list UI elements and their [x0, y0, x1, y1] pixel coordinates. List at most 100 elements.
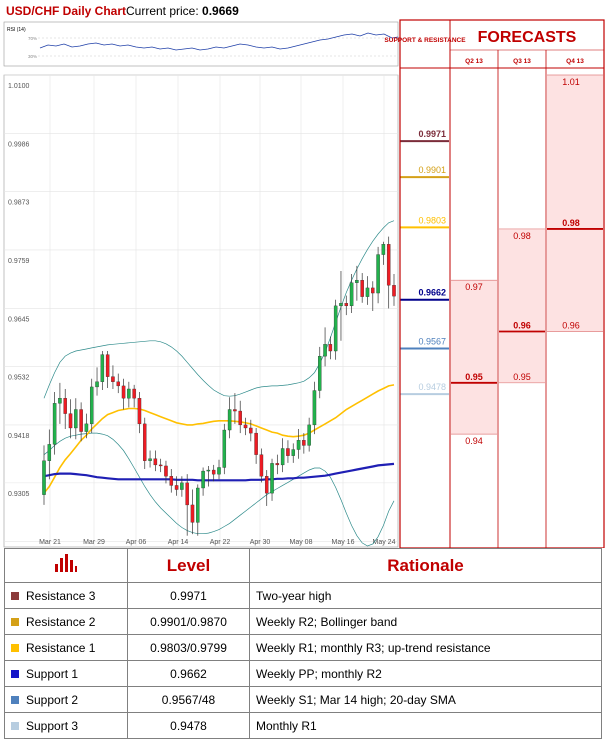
level-name: Support 2: [26, 692, 79, 707]
level-color-swatch: [11, 643, 19, 652]
level-value: 0.9901/0.9870: [127, 608, 250, 635]
candle-body: [280, 448, 285, 466]
candle-body: [79, 409, 83, 432]
table-row: Support 3 0.9478 Monthly R1: [4, 712, 602, 739]
candle: [360, 273, 364, 303]
candle: [180, 476, 184, 497]
candle: [148, 450, 152, 468]
sma-line: [43, 384, 395, 494]
y-tick-label: 0.9986: [8, 141, 30, 148]
long-ma-line: [43, 462, 395, 482]
candle-body: [68, 413, 73, 429]
level-value: 0.9567/48: [127, 686, 250, 713]
candle: [376, 246, 380, 304]
candle: [47, 429, 52, 480]
level-name-cell: Resistance 3: [4, 582, 128, 609]
candle: [333, 299, 338, 360]
candle-body: [143, 423, 147, 461]
candle: [275, 454, 280, 475]
level-name: Resistance 1: [26, 640, 96, 655]
candle: [174, 476, 179, 496]
candle-body: [328, 344, 333, 352]
level-color-swatch: [11, 721, 19, 730]
candle-body: [196, 487, 200, 523]
candles: [42, 236, 396, 536]
candle: [169, 469, 174, 493]
candle-body: [185, 482, 189, 506]
candle: [349, 274, 354, 314]
candle: [318, 346, 322, 399]
forecast-range-box: [451, 280, 497, 435]
table-row: Resistance 1 0.9803/0.9799 Weekly R1; mont…: [4, 634, 602, 661]
candle-body: [158, 464, 163, 467]
x-tick-labels: Mar 21 Mar 29 Apr 06 Apr 14 Apr 22 Apr 30 May …: [39, 539, 395, 546]
candle-body: [206, 469, 211, 472]
candle: [323, 327, 327, 367]
candle-body: [339, 303, 343, 307]
candle: [392, 274, 396, 306]
forecast-range-box: [547, 75, 603, 332]
level-name-cell: Support 1: [4, 660, 128, 687]
forecast-value-label: 0.96: [562, 321, 580, 331]
x-tick-label: May 24: [373, 539, 396, 546]
candle-body: [360, 280, 364, 297]
candle-body: [323, 344, 327, 357]
plot-frame: [3, 74, 399, 548]
candle: [365, 276, 370, 305]
x-tick-label: Apr 30: [250, 539, 271, 546]
candle: [42, 445, 46, 505]
candle-body: [116, 381, 120, 387]
candle: [381, 241, 386, 265]
candle-body: [127, 388, 131, 399]
candle: [74, 398, 78, 440]
x-tick-label: Apr 14: [168, 539, 189, 546]
candle: [206, 465, 211, 487]
y-tick-label: 0.9418: [8, 433, 30, 440]
y-tick-label: 1.0100: [8, 83, 30, 90]
level-rationale: Weekly S1; Mar 14 high; 20-day SMA: [249, 686, 602, 713]
forecast-value-label: 0.98: [513, 231, 531, 241]
candle: [52, 392, 57, 455]
candle-body: [174, 485, 179, 490]
candle: [84, 413, 89, 439]
candle: [158, 458, 163, 473]
candle-body: [100, 354, 105, 382]
candle: [259, 448, 264, 483]
level-name-cell: Support 3: [4, 712, 128, 739]
candle: [371, 281, 375, 311]
candle-body: [89, 386, 94, 425]
candle-body: [95, 381, 99, 388]
candle: [196, 484, 200, 536]
candle: [121, 378, 126, 410]
candle-body: [105, 354, 110, 377]
y-tick-label: 0.9305: [8, 491, 30, 498]
rsi-frame: [3, 21, 399, 67]
candle: [344, 295, 349, 316]
forecast-range-box: [499, 228, 545, 383]
candle: [116, 373, 120, 394]
candle-body: [84, 423, 89, 432]
candle-body: [286, 448, 290, 456]
candle-body: [74, 409, 78, 429]
level-label: 0.9567: [418, 336, 446, 346]
candle: [100, 351, 105, 391]
level-rationale: Weekly R1; monthly R3; up-trend resistan…: [249, 634, 602, 661]
table-row: Resistance 2 0.9901/0.9870 Weekly R2; Boll…: [4, 608, 602, 635]
price-chart-svg: RSI (14) 70% 30% 1.0100 0.9986 0.9873 0.975…: [3, 19, 605, 548]
candle-body: [355, 280, 359, 283]
candle-body: [217, 467, 221, 475]
rsi-level-30: 30%: [28, 54, 37, 59]
level-rationale: Weekly R2; Bollinger band: [249, 608, 602, 635]
candle: [68, 399, 73, 439]
candle: [328, 336, 333, 360]
y-tick-label: 0.9759: [8, 258, 30, 265]
candle: [307, 417, 311, 452]
candle-body: [233, 409, 237, 412]
current-price-label: Current price:: [126, 4, 199, 18]
candle-body: [52, 403, 57, 445]
level-value: 0.9662: [127, 660, 250, 687]
table-row: Support 1 0.9662 Weekly PP; monthly R2: [4, 660, 602, 687]
candle-body: [137, 398, 142, 425]
y-tick-labels: 1.0100 0.9986 0.9873 0.9759 0.9645 0.9532 0.94…: [8, 83, 30, 498]
candle-body: [307, 424, 311, 446]
